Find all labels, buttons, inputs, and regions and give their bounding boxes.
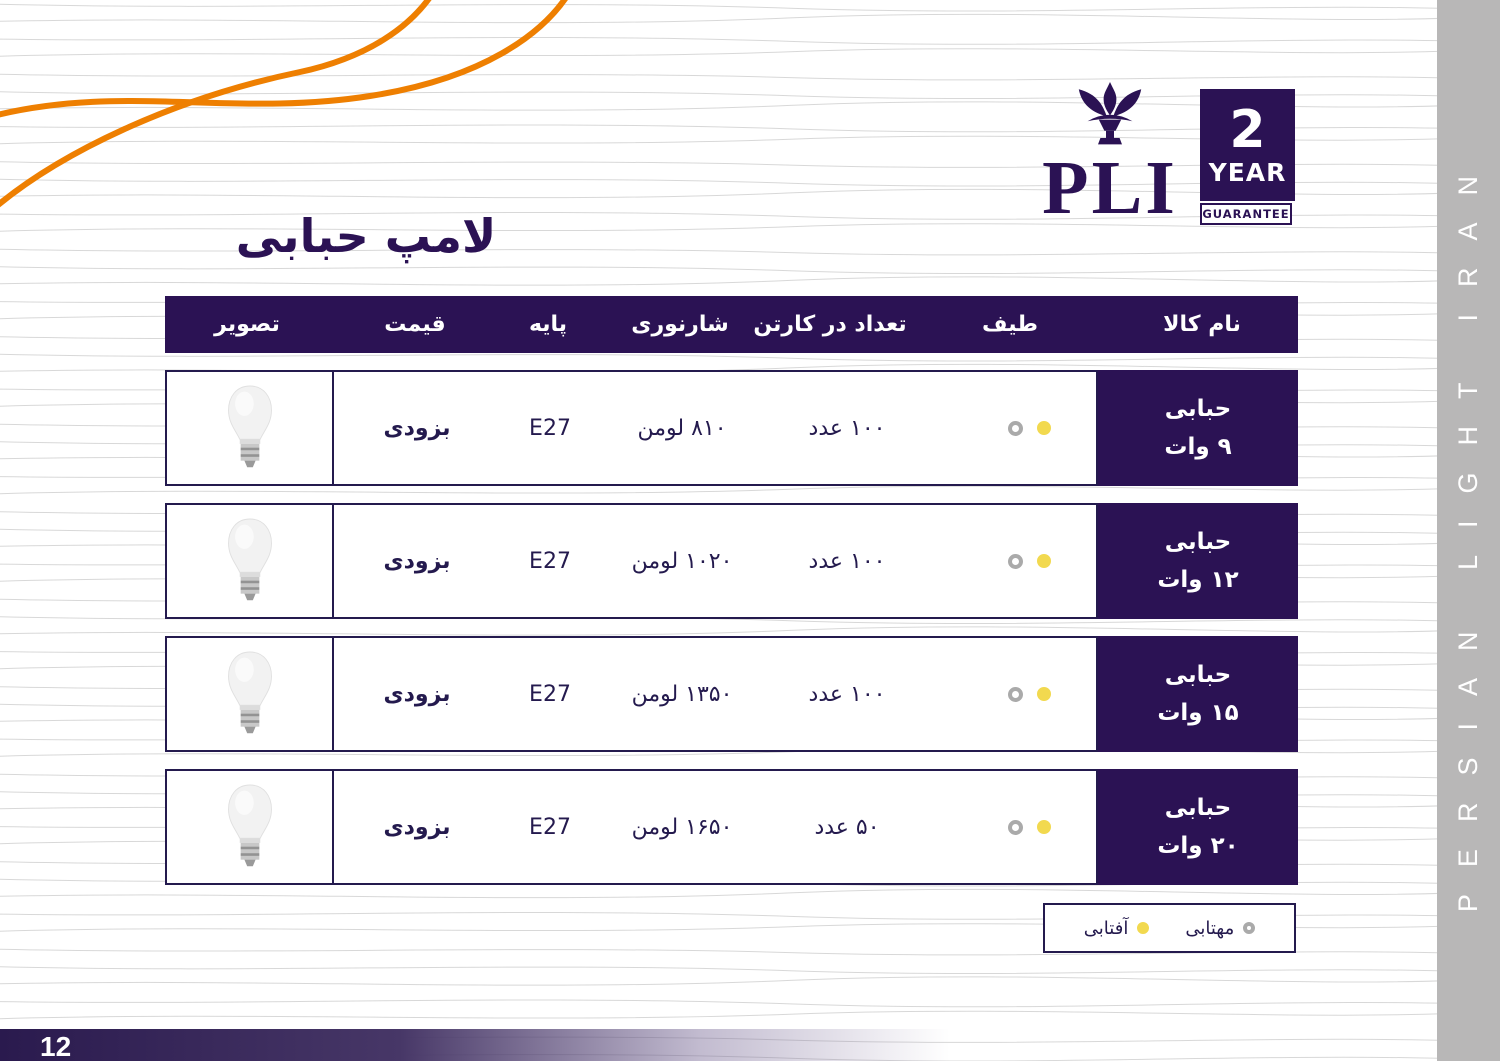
spectrum-cell <box>979 638 1079 750</box>
table-row: بزودی E27 ۱۳۵۰ لومن ۱۰۰ عدد <box>165 636 1098 752</box>
product-image-cell <box>167 771 334 883</box>
product-name-line2: ۱۲ وات <box>1157 567 1239 593</box>
page-number: 12 <box>40 1031 72 1062</box>
product-name-line1: حبابی <box>1164 662 1232 688</box>
price-value: بزودی <box>383 415 451 441</box>
brand-name: PLI <box>1042 146 1178 230</box>
table-row: بزودی E27 ۸۱۰ لومن ۱۰۰ عدد <box>165 370 1098 486</box>
legend-cool-label: مهتابی <box>1185 917 1235 939</box>
guarantee-badge: 2 YEAR GUARANTEE <box>1200 89 1295 225</box>
decorative-orange-curves <box>0 0 568 208</box>
base-value: E27 <box>529 415 571 441</box>
spectrum-cool-icon <box>1007 686 1023 702</box>
spectrum-warm-icon <box>1036 687 1051 701</box>
spectrum-cool-icon <box>1007 420 1023 436</box>
product-name-line2: ۲۰ وات <box>1157 833 1239 859</box>
price-value: بزودی <box>383 548 451 574</box>
crown-tulip-icon <box>1078 82 1142 145</box>
lumen-value: ۱۶۵۰ لومن <box>631 814 733 840</box>
product-image-cell <box>167 505 334 617</box>
spectrum-warm-icon <box>1036 820 1051 834</box>
header-qty-per-carton: تعداد در کارتن <box>753 312 907 337</box>
bulb-image <box>227 518 272 601</box>
product-name-cell: حبابی ۱۵ وات <box>1098 636 1298 752</box>
base-value: E27 <box>529 681 571 707</box>
guarantee-years: 2 <box>1229 99 1266 160</box>
product-image-cell <box>167 372 334 484</box>
brand-logo: PLI <box>1030 82 1190 232</box>
spectrum-cell <box>979 771 1079 883</box>
spectrum-cell <box>979 505 1079 617</box>
spectrum-cool-icon <box>1007 553 1023 569</box>
lumen-value: ۱۳۵۰ لومن <box>631 681 733 707</box>
product-name-cell: حبابی ۲۰ وات <box>1098 769 1298 885</box>
table-row: بزودی E27 ۱۶۵۰ لومن ۵۰ عدد <box>165 769 1098 885</box>
guarantee-year-label: YEAR <box>1208 157 1287 187</box>
product-name-line1: حبابی <box>1164 529 1232 555</box>
page-title: لامپ حبابی <box>235 209 497 263</box>
spectrum-cell <box>979 372 1079 484</box>
product-name-line1: حبابی <box>1164 795 1232 821</box>
qty-value: ۱۰۰ عدد <box>808 548 886 574</box>
header-price: قیمت <box>384 312 446 337</box>
product-name-cell: حبابی ۹ وات <box>1098 370 1298 486</box>
base-value: E27 <box>529 814 571 840</box>
lumen-value: ۸۱۰ لومن <box>637 415 727 441</box>
side-banner: PERSIAN LIGHT IRAN <box>1437 0 1500 1061</box>
header-base: پایه <box>528 312 568 337</box>
header-lumen: شارنوری <box>631 312 729 337</box>
footer-bar <box>0 1029 1000 1061</box>
legend-warm-label: آفتابی <box>1083 917 1129 939</box>
product-name-line2: ۹ وات <box>1164 434 1232 460</box>
spectrum-warm-icon <box>1036 421 1051 435</box>
product-name-line1: حبابی <box>1164 396 1232 422</box>
product-image-cell <box>167 638 334 750</box>
price-value: بزودی <box>383 814 451 840</box>
table-row: بزودی E27 ۱۰۲۰ لومن ۱۰۰ عدد <box>165 503 1098 619</box>
header-image: تصویر <box>214 312 280 337</box>
guarantee-badge-top: 2 YEAR <box>1200 89 1295 201</box>
bulb-image <box>227 385 272 468</box>
bulb-image <box>227 651 272 734</box>
lumen-value: ۱۰۲۰ لومن <box>631 548 733 574</box>
header-product-name: نام کالا <box>1163 312 1241 337</box>
product-name-line2: ۱۵ وات <box>1157 700 1239 726</box>
side-banner-text: PERSIAN LIGHT IRAN <box>1453 148 1483 913</box>
qty-value: ۱۰۰ عدد <box>808 415 886 441</box>
product-name-cell: حبابی ۱۲ وات <box>1098 503 1298 619</box>
spectrum-cool-icon <box>1007 819 1023 835</box>
spectrum-warm-icon <box>1036 554 1051 568</box>
table-header: نام کالا طیف تعداد در کارتن شارنوری پایه… <box>165 296 1298 353</box>
qty-value: ۱۰۰ عدد <box>808 681 886 707</box>
legend-cool-icon <box>1243 922 1256 934</box>
spectrum-legend: مهتابی آفتابی <box>1043 903 1296 953</box>
qty-value: ۵۰ عدد <box>814 814 880 840</box>
base-value: E27 <box>529 548 571 574</box>
bulb-image <box>227 784 272 867</box>
legend-warm-icon <box>1137 922 1150 934</box>
price-value: بزودی <box>383 681 451 707</box>
header-spectrum: طیف <box>982 312 1038 337</box>
guarantee-label: GUARANTEE <box>1200 203 1292 225</box>
